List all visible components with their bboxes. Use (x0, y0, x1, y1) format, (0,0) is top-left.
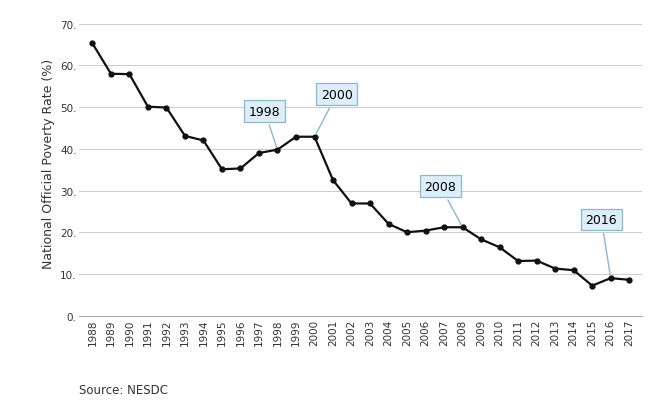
Text: 2016: 2016 (586, 213, 617, 276)
Text: 2008: 2008 (424, 180, 461, 225)
Text: 2000: 2000 (316, 89, 353, 135)
Y-axis label: National Official Poverty Rate (%): National Official Poverty Rate (%) (42, 59, 54, 269)
Text: Source: NESDC: Source: NESDC (79, 383, 168, 396)
Text: 1998: 1998 (249, 105, 280, 148)
